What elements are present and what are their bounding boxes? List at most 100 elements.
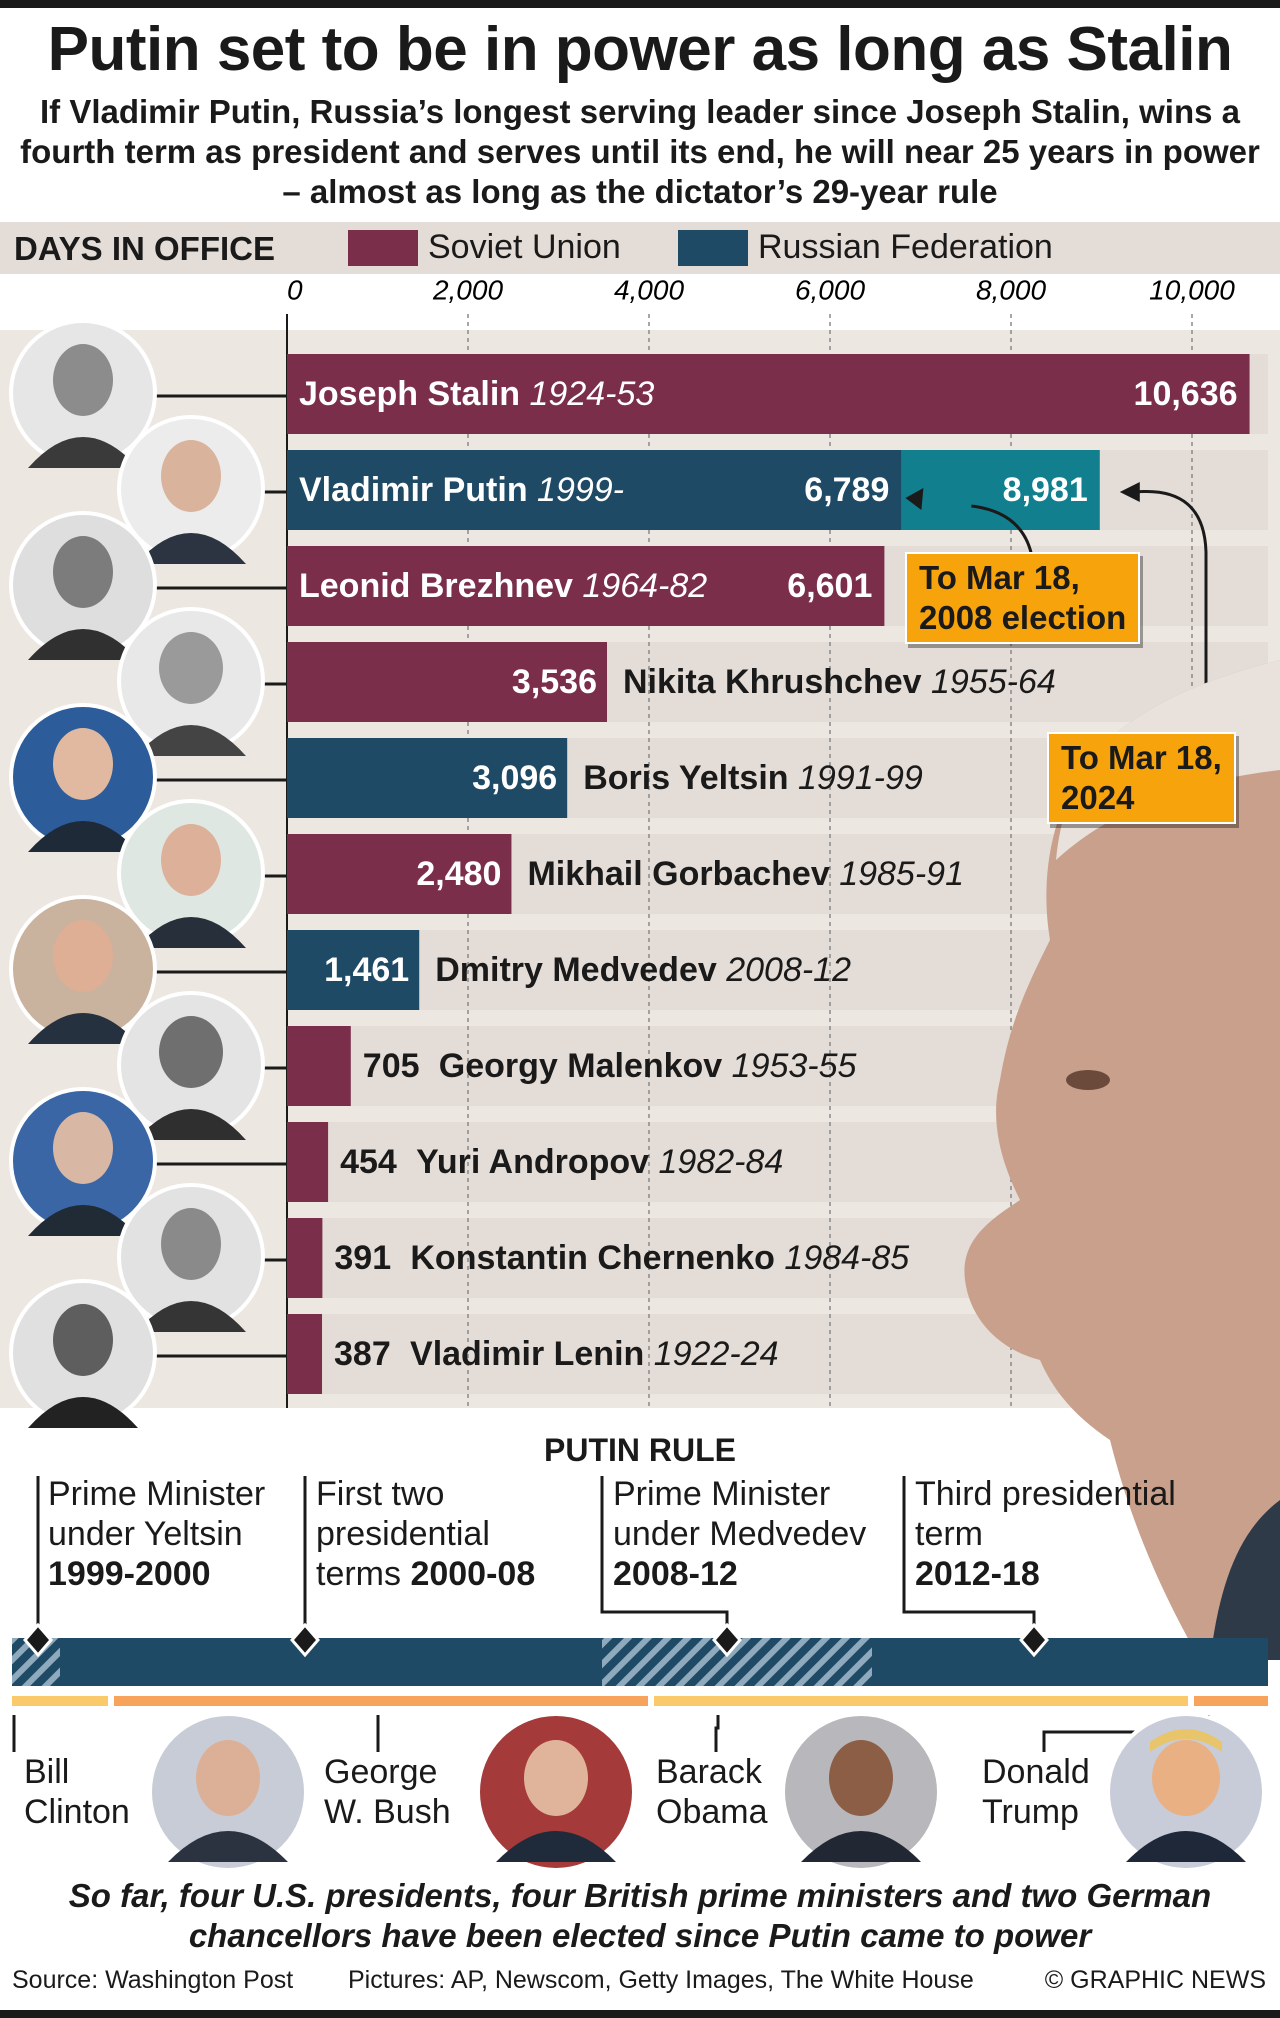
us-president-bush-first: George [324, 1753, 438, 1791]
annotation-2024-line1: To Mar 18, [1061, 739, 1222, 776]
bar-label-vladimir-putin: Vladimir Putin 1999- [299, 471, 624, 509]
us-president-bush-last: W. Bush [324, 1793, 451, 1831]
x-tick-label-10000: 10,000 [1149, 274, 1235, 305]
us-term-bush-strip [114, 1696, 648, 1706]
portrait-clinton [148, 1712, 308, 1872]
value-label-vladimir-putin: 6,789 [804, 471, 889, 509]
legend-label-soviet: Soviet Union [428, 228, 621, 266]
bar-vladimir-putin [287, 450, 902, 530]
us-president-bush: George W. Bush [324, 1752, 451, 1832]
us-president-obama-first: Barack [656, 1753, 762, 1791]
bar-label-yuri-andropov: Yuri Andropov 1982-84 [416, 1143, 783, 1181]
bar-vladimir-putin-projection [901, 450, 1100, 530]
us-president-trump-first: Donald [982, 1753, 1090, 1791]
legend-swatch-soviet [348, 230, 418, 266]
phase-third-term-line1: Third presidential [915, 1475, 1176, 1513]
arrow-2024-shaft [1135, 490, 1208, 746]
phase-first-terms-years: 2000-08 [410, 1555, 536, 1593]
putin-rule-timeline [12, 1476, 1268, 1872]
value-label-yuri-andropov: 454 [340, 1143, 397, 1181]
timeline-first-terms-segment [60, 1638, 602, 1686]
us-term-trump-strip [1194, 1696, 1268, 1706]
bar-boris-yeltsin [287, 738, 568, 818]
value-label-konstantin-chernenko: 391 [334, 1239, 391, 1277]
us-president-obama: Barack Obama [656, 1752, 768, 1832]
annotation-2024-line2: 2024 [1061, 779, 1135, 816]
portrait-brezhnev [9, 511, 157, 660]
phase-pm-medvedev-leader [600, 1476, 729, 1640]
copyright: © GRAPHIC NEWS [1044, 1966, 1266, 1994]
portrait-andropov [9, 1087, 157, 1236]
phase-third-term-years: 2012-18 [915, 1555, 1040, 1593]
portrait-obama [781, 1712, 941, 1872]
bar-label-leonid-brezhnev: Leonid Brezhnev 1964-82 [299, 567, 707, 605]
annotation-2024: To Mar 18, 2024 [1047, 732, 1236, 824]
annotation-2008-line1: To Mar 18, [919, 559, 1080, 596]
chart-title: Days in office [14, 230, 275, 267]
phase-pm-medvedev-line2: under Medvedev [613, 1515, 867, 1553]
portrait-malenkov [117, 991, 265, 1140]
phase-first-terms-line2: presidential [316, 1515, 490, 1553]
value-label-mikhail-gorbachev: 2,480 [416, 855, 501, 893]
bar-georgy-malenkov [287, 1026, 351, 1106]
us-president-trump: Donald Trump [982, 1752, 1090, 1832]
annotation-2008-line2: 2008 election [919, 599, 1127, 636]
bar-yuri-andropov [287, 1122, 329, 1202]
phase-pm-medvedev-line1: Prime Minister [613, 1475, 831, 1513]
us-president-trump-last: Trump [982, 1793, 1079, 1831]
value-label-dmitry-medvedev: 1,461 [324, 951, 409, 989]
value-label-vladimir-lenin: 387 [334, 1335, 391, 1373]
phase-first-terms-line1: First two [316, 1475, 445, 1513]
bar-label-joseph-stalin: Joseph Stalin 1924-53 [299, 375, 654, 413]
portrait-gorbachev [117, 799, 265, 948]
x-tick-label-0: 0 [287, 274, 303, 305]
value-label-nikita-khrushchev: 3,536 [512, 663, 597, 701]
x-tick-label-6000: 6,000 [795, 274, 865, 305]
phase-first-terms-line3: terms [316, 1555, 401, 1593]
timeline-marker-pm-medvedev [712, 1622, 742, 1658]
portrait-yeltsin [9, 703, 157, 852]
legend-label-russian: Russian Federation [758, 228, 1053, 266]
portrait-khrushchev [117, 607, 265, 756]
footnote: So far, four U.S. presidents, four Briti… [68, 1877, 1212, 1954]
phase-pm-yeltsin-line2: under Yeltsin [48, 1515, 243, 1553]
value-label-leonid-brezhnev: 6,601 [787, 567, 872, 605]
us-obama-leader [714, 1715, 720, 1752]
phase-pm-yeltsin-line1: Prime Minister [48, 1475, 266, 1513]
timeline-marker-third-term [1019, 1622, 1049, 1658]
us-term-clinton-strip [12, 1696, 108, 1706]
bar-konstantin-chernenko [287, 1218, 323, 1298]
x-tick-label-8000: 8,000 [976, 274, 1046, 305]
x-tick-label-4000: 4,000 [614, 274, 684, 305]
us-term-obama-strip [654, 1696, 1188, 1706]
timeline-marker-pm-yeltsin [23, 1622, 53, 1658]
annotation-2008: To Mar 18, 2008 election [905, 552, 1141, 644]
top-rule [0, 0, 1280, 8]
bar-label-konstantin-chernenko: Konstantin Chernenko 1984-85 [410, 1239, 909, 1277]
us-president-clinton-last: Clinton [24, 1793, 130, 1831]
bar-label-dmitry-medvedev: Dmitry Medvedev 2008-12 [435, 951, 851, 989]
x-tick-label-2000: 2,000 [432, 274, 503, 305]
phase-first-terms: First two presidential terms 2000-08 [316, 1474, 535, 1594]
bar-vladimir-lenin [287, 1314, 323, 1394]
bar-joseph-stalin [287, 354, 1250, 434]
bar-label-nikita-khrushchev: Nikita Khrushchev 1955-64 [623, 663, 1056, 701]
bar-leonid-brezhnev [287, 546, 885, 626]
bar-label-vladimir-lenin: Vladimir Lenin 1922-24 [410, 1335, 779, 1373]
portrait-chernenko [117, 1183, 265, 1332]
phase-pm-yeltsin-years: 1999-2000 [48, 1555, 211, 1593]
portrait-trump [1106, 1712, 1266, 1872]
portrait-stalin [9, 319, 157, 468]
value-label-georgy-malenkov: 705 [363, 1047, 420, 1085]
bar-label-mikhail-gorbachev: Mikhail Gorbachev 1985-91 [527, 855, 964, 893]
timeline-third-term-segment [872, 1638, 1268, 1686]
phase-pm-yeltsin: Prime Minister under Yeltsin 1999-2000 [48, 1474, 265, 1594]
value-label-boris-yeltsin: 3,096 [472, 759, 557, 797]
bar-dmitry-medvedev [287, 930, 420, 1010]
portrait-bush [476, 1712, 636, 1872]
portrait-lenin [9, 1279, 157, 1428]
page-title: Putin set to be in power as long as Stal… [47, 15, 1233, 84]
bar-nikita-khrushchev [287, 642, 608, 722]
arrow-2008-shaft [971, 504, 1033, 555]
